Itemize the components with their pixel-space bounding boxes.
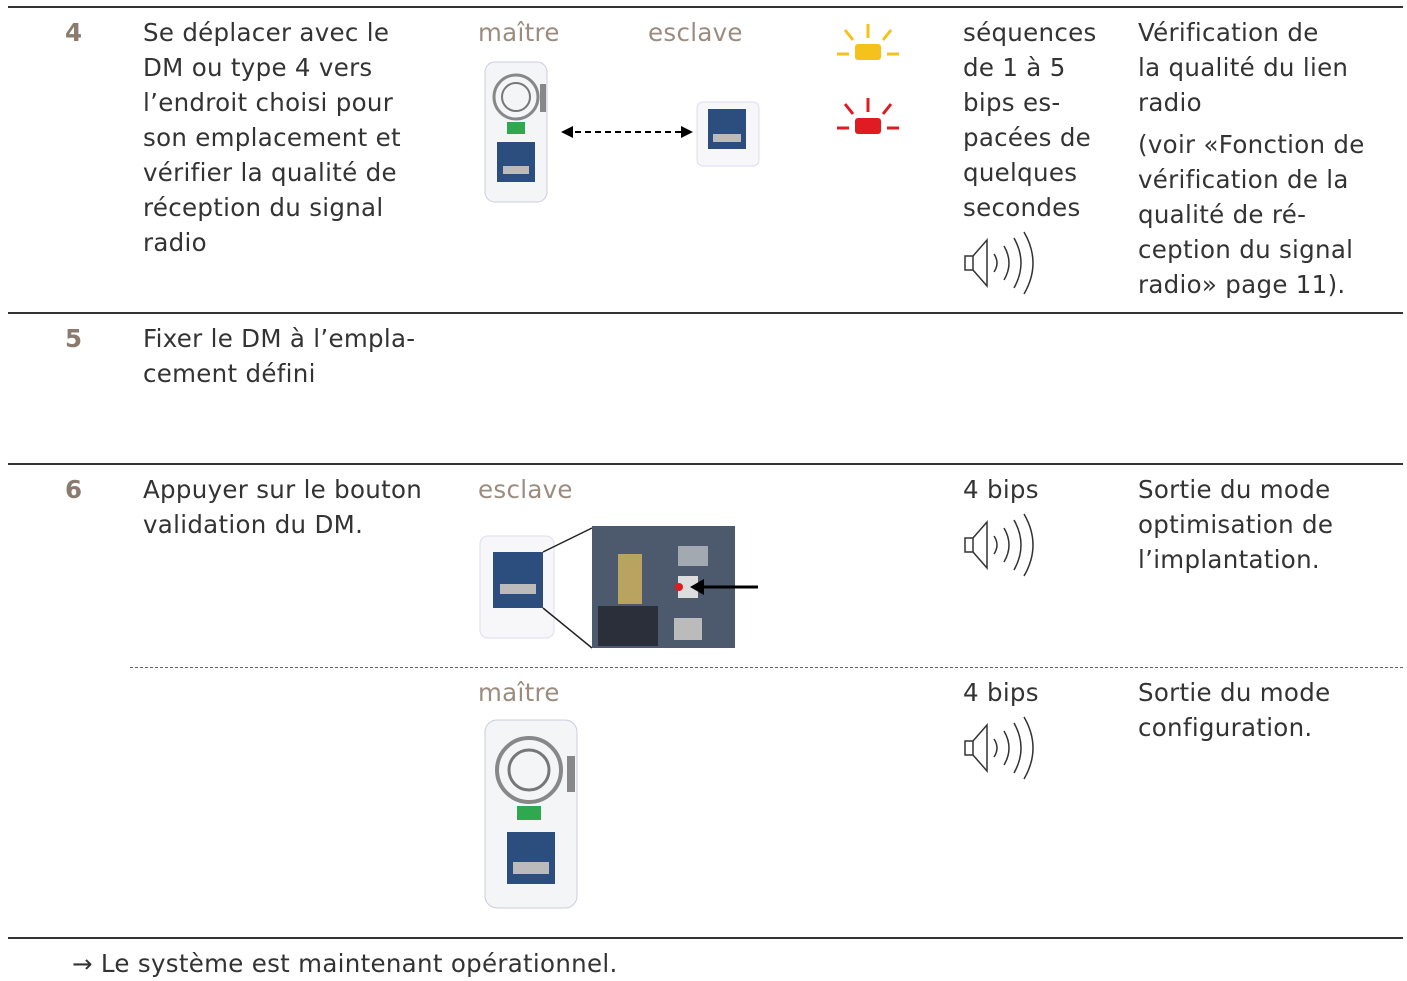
dashed-rule: [130, 667, 1403, 668]
text-line: cement défini: [143, 359, 316, 388]
step-number: 5: [65, 324, 83, 353]
text-line: son emplacement et: [143, 123, 401, 152]
text-line: radio: [143, 228, 207, 257]
master-device-illustration: [484, 719, 578, 909]
signal-text: 4 bips: [963, 678, 1039, 707]
action-text: Fixer le DM à l’empla-cement défini: [143, 321, 415, 391]
device-label: esclave: [648, 18, 743, 47]
text-line: Se déplacer avec le: [143, 18, 390, 47]
text-line: radio» page 11).: [1138, 270, 1346, 299]
text-line: validation du DM.: [143, 510, 364, 539]
text-line: qualité de ré-: [1138, 200, 1307, 229]
text-line: optimisation de: [1138, 510, 1334, 539]
rule: [8, 463, 1403, 465]
signal-text: 4 bips: [963, 475, 1039, 504]
result-text: Vérification de la qualité du lien radio: [1138, 15, 1348, 120]
action-text: Appuyer sur le bouton validation du DM.: [143, 472, 422, 542]
device-label: esclave: [478, 475, 573, 504]
text-line: vérifier la qualité de: [143, 158, 397, 187]
text-line: vérification de la: [1138, 165, 1349, 194]
result-text: (voir «Fonction de vérification de la qual…: [1138, 127, 1365, 302]
text-line: l’endroit choisi pour: [143, 88, 394, 117]
text-line: bips es-: [963, 88, 1061, 117]
device-pair-illustration: [484, 61, 760, 203]
text-line: Vérification de: [1138, 18, 1319, 47]
device-label: maître: [478, 678, 560, 707]
led-icons: [837, 24, 899, 134]
text-line: configuration.: [1138, 713, 1313, 742]
speaker-icon: [964, 716, 1034, 780]
text-line: Sortie du mode: [1138, 678, 1331, 707]
speaker-icon: [964, 231, 1034, 295]
rule: [8, 312, 1403, 314]
text-line: radio: [1138, 88, 1202, 117]
text-line: de 1 à 5: [963, 53, 1066, 82]
step-number: 4: [65, 18, 83, 47]
text-line: Fixer le DM à l’empla-: [143, 324, 416, 353]
text-line: réception du signal: [143, 193, 384, 222]
speaker-icon: [964, 513, 1034, 577]
text-line: quelques: [963, 158, 1078, 187]
text-line: séquences: [963, 18, 1097, 47]
text-line: DM ou type 4 vers: [143, 53, 373, 82]
result-text: Sortie du mode optimisation de l’implantat…: [1138, 472, 1333, 577]
result-text: Sortie du mode configuration.: [1138, 675, 1330, 745]
device-label: maître: [478, 18, 560, 47]
signal-text: séquences de 1 à 5 bips es-pacées de quelqu…: [963, 15, 1097, 225]
text-line: l’implantation.: [1138, 545, 1321, 574]
text-line: Appuyer sur le bouton: [143, 475, 423, 504]
text-line: (voir «Fonction de: [1138, 130, 1365, 159]
step-number: 6: [65, 475, 83, 504]
footer-note: → Le système est maintenant opérationnel…: [72, 949, 618, 978]
text-line: la qualité du lien: [1138, 53, 1349, 82]
rule: [8, 937, 1403, 939]
action-text: Se déplacer avec le DM ou type 4 vers l’en…: [143, 15, 401, 260]
text-line: Sortie du mode: [1138, 475, 1331, 504]
text-line: ception du signal: [1138, 235, 1354, 264]
board-zoom-illustration: [479, 526, 758, 649]
text-line: secondes: [963, 193, 1081, 222]
rule: [8, 6, 1403, 8]
text-line: pacées de: [963, 123, 1092, 152]
